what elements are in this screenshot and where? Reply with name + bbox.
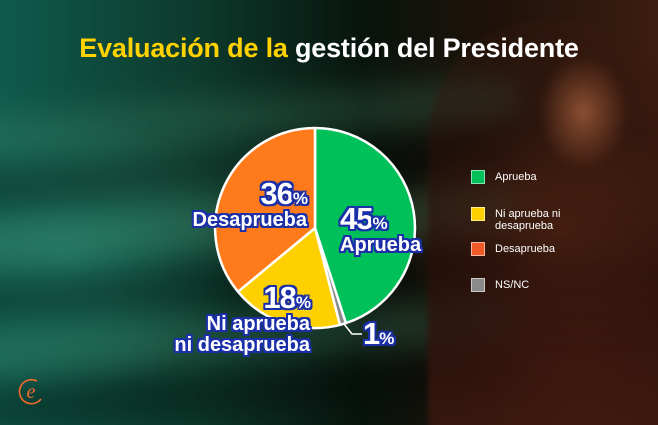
legend-swatch-green <box>471 170 485 184</box>
pct-sign: % <box>295 293 311 312</box>
pct-sign: % <box>292 189 308 208</box>
title-main: gestión del Presidente <box>295 33 579 63</box>
pct-sign: % <box>379 329 394 348</box>
label-desaprueba: 36% Desaprueba <box>160 176 309 231</box>
pct-value: 45 <box>340 201 373 236</box>
legend-item-ni-aprueba: Ni aprueba ni desaprueba <box>471 207 611 232</box>
brand-logo-icon: e <box>18 378 42 405</box>
title-highlight: Evaluación de la <box>79 33 288 63</box>
svg-text:e: e <box>27 381 36 403</box>
pct-sign: % <box>372 214 387 233</box>
label-aprueba: 45% Aprueba <box>340 203 421 255</box>
legend-label-line2: desaprueba <box>495 220 554 232</box>
label-name: Aprueba <box>340 234 422 256</box>
chart-title: Evaluación de la gestión del Presidente <box>0 33 658 64</box>
legend-swatch-gray <box>471 278 485 292</box>
pct-value: 18 <box>263 280 296 315</box>
legend-item-desaprueba: Desaprueba <box>471 242 611 256</box>
slice-desaprueba <box>213 126 317 293</box>
legend-label-line1: Ni aprueba ni <box>495 208 561 220</box>
label-nsnc: 1% <box>363 316 394 351</box>
legend-item-aprueba: Aprueba <box>471 170 611 184</box>
pct-value: 1 <box>363 316 380 351</box>
label-ni-aprueba: 18% Ni aprueba ni desaprueba <box>130 280 311 356</box>
pct-value: 36 <box>260 176 293 211</box>
label-name-line1: Ni aprueba <box>206 313 310 335</box>
president-photo <box>428 20 658 425</box>
legend-label: Desaprueba <box>495 243 555 255</box>
legend-label: NS/NC <box>495 279 530 291</box>
slice-ni-aprueba <box>236 226 342 330</box>
legend-label: Ni aprueba ni desaprueba <box>495 208 560 232</box>
legend-label: Aprueba <box>495 171 537 183</box>
slice-aprueba <box>313 126 417 325</box>
legend-item-nsnc: NS/NC <box>471 278 611 292</box>
nsnc-leader-line <box>343 323 362 335</box>
legend-swatch-orange <box>471 242 485 256</box>
label-name: Desaprueba <box>192 209 308 231</box>
label-name-line2: ni desaprueba <box>174 334 310 356</box>
legend-swatch-yellow <box>471 207 485 221</box>
